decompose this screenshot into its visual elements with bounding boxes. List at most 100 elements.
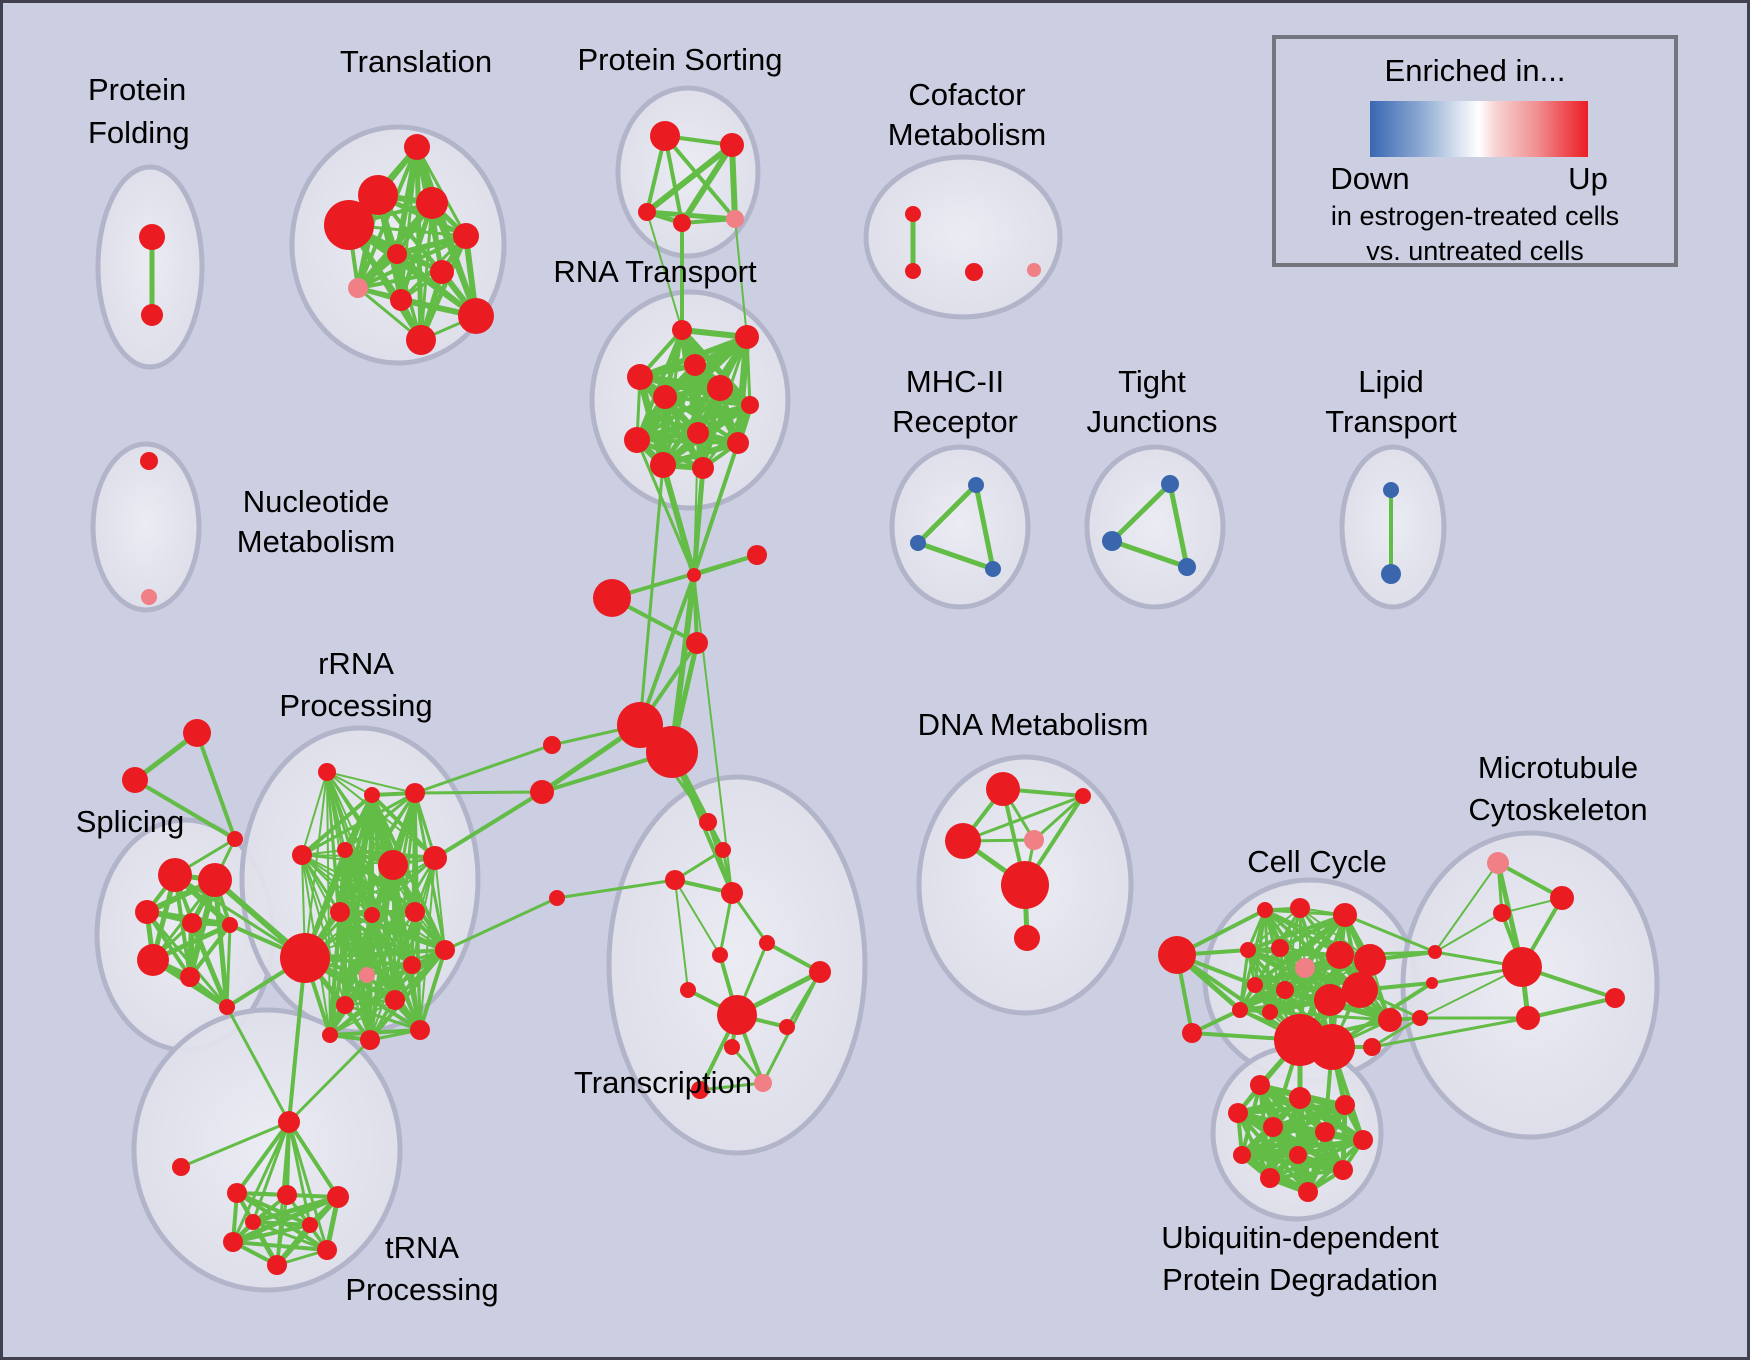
network-node[interactable]	[277, 1185, 297, 1205]
network-node[interactable]	[1250, 1075, 1270, 1095]
network-node[interactable]	[364, 787, 380, 803]
network-node[interactable]	[646, 726, 698, 778]
network-node[interactable]	[986, 772, 1020, 806]
network-node[interactable]	[1381, 564, 1401, 584]
network-node[interactable]	[593, 579, 631, 617]
network-node[interactable]	[1605, 988, 1625, 1008]
network-node[interactable]	[1314, 984, 1346, 1016]
network-node[interactable]	[141, 304, 163, 326]
network-node[interactable]	[327, 1186, 349, 1208]
network-node[interactable]	[712, 947, 728, 963]
network-node[interactable]	[158, 858, 192, 892]
network-node[interactable]	[809, 961, 831, 983]
network-node[interactable]	[724, 1039, 740, 1055]
network-node[interactable]	[741, 396, 759, 414]
network-node[interactable]	[1240, 942, 1256, 958]
network-node[interactable]	[1502, 947, 1542, 987]
network-node[interactable]	[1276, 981, 1294, 999]
network-node[interactable]	[1516, 1006, 1540, 1030]
network-node[interactable]	[530, 780, 554, 804]
network-node[interactable]	[1363, 1038, 1381, 1056]
network-node[interactable]	[549, 890, 565, 906]
network-node[interactable]	[715, 842, 731, 858]
network-node[interactable]	[1182, 1023, 1202, 1043]
network-node[interactable]	[747, 545, 767, 565]
network-node[interactable]	[458, 298, 494, 334]
network-node[interactable]	[754, 1074, 772, 1092]
network-node[interactable]	[627, 364, 653, 390]
network-node[interactable]	[1102, 531, 1122, 551]
network-node[interactable]	[1232, 1002, 1248, 1018]
network-node[interactable]	[1257, 902, 1273, 918]
network-node[interactable]	[910, 535, 926, 551]
network-node[interactable]	[430, 260, 454, 284]
network-node[interactable]	[135, 900, 159, 924]
network-node[interactable]	[543, 736, 561, 754]
network-node[interactable]	[387, 244, 407, 264]
network-node[interactable]	[687, 568, 701, 582]
network-node[interactable]	[665, 870, 685, 890]
network-node[interactable]	[385, 990, 405, 1010]
network-node[interactable]	[1550, 886, 1574, 910]
network-node[interactable]	[182, 913, 202, 933]
network-node[interactable]	[317, 1240, 337, 1260]
network-node[interactable]	[1326, 941, 1354, 969]
network-node[interactable]	[324, 200, 374, 250]
network-node[interactable]	[1428, 945, 1442, 959]
network-node[interactable]	[1289, 1146, 1307, 1164]
network-node[interactable]	[198, 863, 232, 897]
network-node[interactable]	[691, 1081, 709, 1099]
network-node[interactable]	[278, 1111, 300, 1133]
network-node[interactable]	[330, 902, 350, 922]
network-node[interactable]	[1315, 1122, 1335, 1142]
network-node[interactable]	[686, 632, 708, 654]
network-node[interactable]	[687, 422, 709, 444]
network-node[interactable]	[360, 1030, 380, 1050]
network-node[interactable]	[968, 477, 984, 493]
network-node[interactable]	[1228, 1103, 1248, 1123]
network-node[interactable]	[1271, 939, 1289, 957]
network-node[interactable]	[707, 375, 733, 401]
network-node[interactable]	[348, 278, 368, 298]
network-node[interactable]	[453, 223, 479, 249]
network-node[interactable]	[1298, 1182, 1318, 1202]
network-node[interactable]	[223, 1232, 243, 1252]
network-node[interactable]	[727, 432, 749, 454]
network-node[interactable]	[405, 902, 425, 922]
network-node[interactable]	[692, 457, 714, 479]
network-node[interactable]	[1001, 861, 1049, 909]
network-node[interactable]	[302, 1217, 318, 1233]
network-node[interactable]	[359, 967, 375, 983]
network-node[interactable]	[140, 452, 158, 470]
network-node[interactable]	[378, 850, 408, 880]
network-node[interactable]	[1295, 958, 1315, 978]
network-node[interactable]	[1289, 1087, 1311, 1109]
network-node[interactable]	[416, 187, 448, 219]
network-node[interactable]	[684, 354, 706, 376]
network-node[interactable]	[139, 224, 165, 250]
network-node[interactable]	[222, 917, 238, 933]
network-node[interactable]	[965, 263, 983, 281]
network-node[interactable]	[245, 1214, 261, 1230]
network-node[interactable]	[1333, 903, 1357, 927]
network-node[interactable]	[322, 1027, 338, 1043]
network-node[interactable]	[404, 134, 430, 160]
network-node[interactable]	[141, 589, 157, 605]
network-node[interactable]	[638, 203, 656, 221]
network-node[interactable]	[717, 995, 757, 1035]
network-node[interactable]	[945, 823, 981, 859]
network-node[interactable]	[1342, 972, 1378, 1008]
network-node[interactable]	[336, 996, 354, 1014]
network-node[interactable]	[624, 427, 650, 453]
network-node[interactable]	[1014, 925, 1040, 951]
network-node[interactable]	[1263, 1117, 1283, 1137]
network-node[interactable]	[699, 813, 717, 831]
network-node[interactable]	[1024, 830, 1044, 850]
network-node[interactable]	[406, 325, 436, 355]
network-node[interactable]	[721, 882, 743, 904]
network-node[interactable]	[1290, 898, 1310, 918]
network-node[interactable]	[137, 944, 169, 976]
network-node[interactable]	[1161, 475, 1179, 493]
network-node[interactable]	[423, 846, 447, 870]
network-node[interactable]	[1354, 944, 1386, 976]
